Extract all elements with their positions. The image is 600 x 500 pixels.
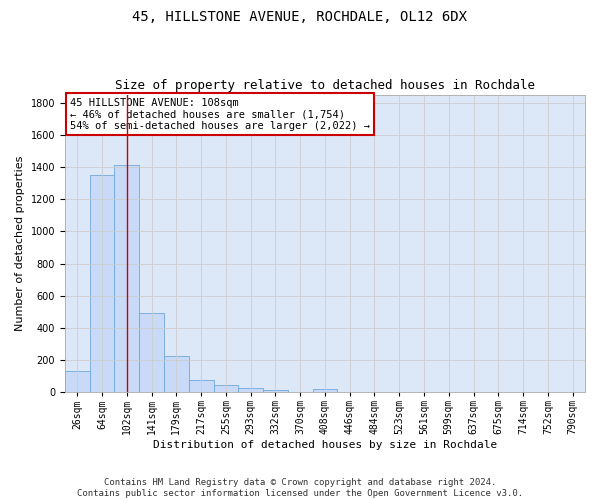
Bar (238, 388, 263, 392)
Bar (139, 314, 164, 392)
Bar (164, 356, 189, 392)
Title: Size of property relative to detached houses in Rochdale: Size of property relative to detached ho… (115, 79, 535, 92)
Text: Contains HM Land Registry data © Crown copyright and database right 2024.
Contai: Contains HM Land Registry data © Crown c… (77, 478, 523, 498)
Bar (189, 380, 214, 392)
Text: 45, HILLSTONE AVENUE, ROCHDALE, OL12 6DX: 45, HILLSTONE AVENUE, ROCHDALE, OL12 6DX (133, 10, 467, 24)
Text: 45 HILLSTONE AVENUE: 108sqm
← 46% of detached houses are smaller (1,754)
54% of : 45 HILLSTONE AVENUE: 108sqm ← 46% of det… (70, 98, 370, 130)
Bar (65, 370, 89, 392)
Bar (115, 166, 139, 392)
Bar (263, 390, 288, 392)
Bar (214, 385, 238, 392)
X-axis label: Distribution of detached houses by size in Rochdale: Distribution of detached houses by size … (153, 440, 497, 450)
Bar (313, 389, 337, 392)
Y-axis label: Number of detached properties: Number of detached properties (15, 156, 25, 331)
Bar (89, 175, 115, 392)
